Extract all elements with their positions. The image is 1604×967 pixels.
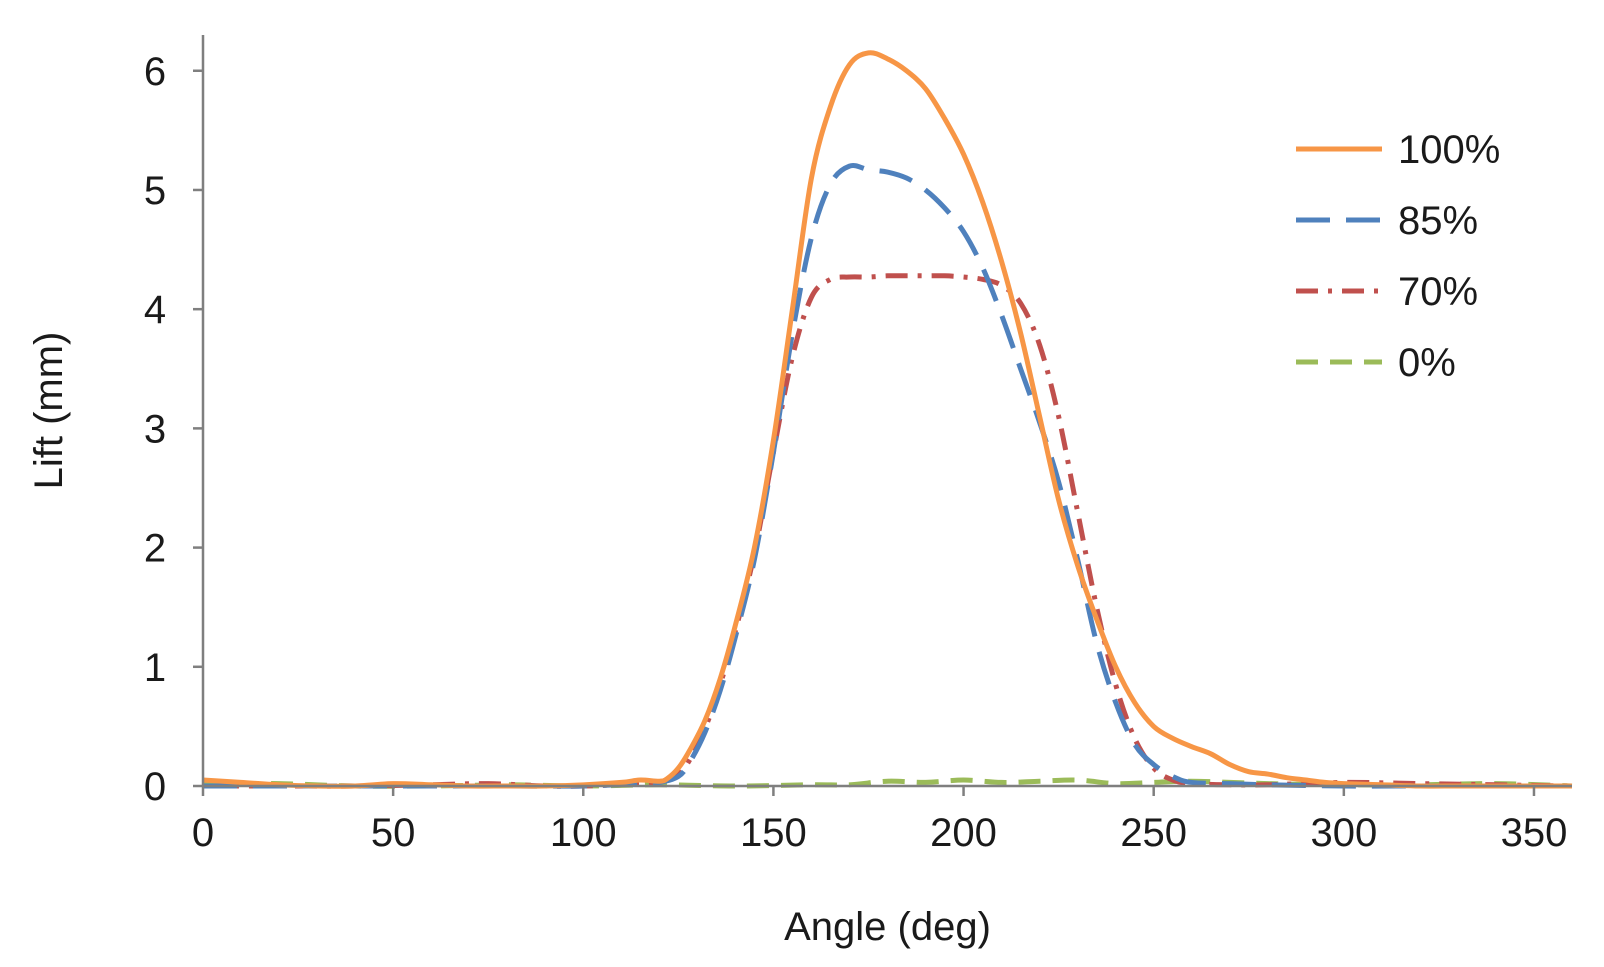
- x-tick-label: 200: [930, 811, 997, 855]
- y-tick-label: 3: [144, 407, 166, 451]
- y-tick-label: 6: [144, 50, 166, 94]
- x-tick-label: 50: [371, 811, 416, 855]
- y-tick-label: 4: [144, 288, 166, 332]
- x-tick-label: 300: [1310, 811, 1377, 855]
- series-line-2: [203, 163, 1572, 789]
- legend-label-4: 0%: [1398, 341, 1456, 385]
- y-tick-label: 2: [144, 527, 166, 571]
- x-tick-label: 0: [192, 811, 214, 855]
- y-axis-label: Lift (mm): [27, 332, 71, 490]
- legend-label-1: 100%: [1398, 128, 1500, 172]
- x-tick-label: 150: [740, 811, 807, 855]
- y-tick-label: 1: [144, 646, 166, 690]
- y-tick-label: 5: [144, 169, 166, 213]
- series-line-1: [202, 50, 1572, 789]
- x-tick-label: 100: [550, 811, 617, 855]
- x-tick-label: 350: [1501, 811, 1568, 855]
- tick-layer: 0 50 100 150 200 250 300 350 0 1 2 3 4 5 6: [144, 50, 1567, 855]
- legend-label-3: 70%: [1398, 270, 1478, 314]
- series-layer: [202, 50, 1573, 789]
- legend-label-2: 85%: [1398, 199, 1478, 243]
- legend: 100% 85% 70% 0%: [1296, 128, 1500, 385]
- x-axis-label: Angle (deg): [784, 905, 991, 949]
- series-line-3: [203, 273, 1573, 789]
- x-tick-label: 250: [1120, 811, 1187, 855]
- y-tick-label: 0: [144, 765, 166, 809]
